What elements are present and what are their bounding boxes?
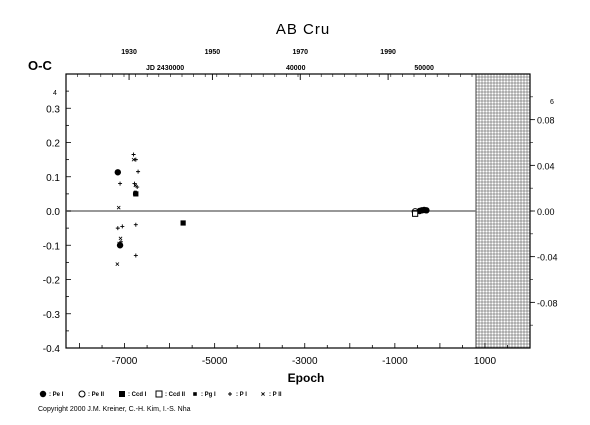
data-point [136,169,141,174]
x-tick-label: -1000 [382,356,408,367]
right-tick-label: -0.04 [537,253,558,263]
y-tick-label: 0.3 [46,104,60,115]
legend-symbol-icon [258,390,267,400]
data-point [135,185,140,190]
top-jd-label: JD 2430000 [146,65,184,72]
data-point [133,253,138,258]
grid-panel [475,73,531,349]
right-corner-label: 6 [550,99,554,106]
data-point [115,262,120,266]
chart-title: AB Cru [276,21,330,38]
legend: : Pe I : Pe II : Ccd I : Ccd II : Pg I : P I:… [38,390,583,402]
data-point [116,205,121,210]
legend-symbol-icon [154,390,163,400]
x-tick-label: -7000 [112,356,138,367]
top-year-label: 1970 [292,49,308,56]
legend-symbol-icon [38,390,47,400]
data-point [116,242,124,249]
ticks: 0.3 0.2 0.1 0.0 -0.1 -0.2 -0.3 -0.4 -7000 -5000 -3… [43,49,558,367]
data-point [180,220,186,226]
data-point [133,190,137,194]
y-corner-label: 4 [53,90,57,97]
legend-item: : P I [225,390,247,400]
top-jd-label: 40000 [286,65,306,72]
legend-symbol-icon [117,390,126,400]
data-point [115,226,120,231]
data-point [118,239,123,244]
data-point [132,192,136,196]
top-jd-label: 50000 [414,65,434,72]
x-tick-label: -5000 [202,356,228,367]
right-tick-label: 0.08 [537,116,555,126]
y-tick-label: -0.2 [43,276,61,287]
top-year-label: 1950 [205,49,221,56]
legend-item: : Pe II [77,390,104,400]
legend-label: : Pe II [88,392,105,398]
data-point [412,210,419,217]
legend-label: : Pg I [201,392,216,398]
data-point [117,241,122,246]
legend-item: : P II [258,390,282,400]
data-point [118,236,123,241]
x-tick-label: 1000 [474,356,497,367]
x-axis-label: Epoch [288,371,325,385]
right-tick-label: 0.04 [537,161,555,171]
data-point [114,169,122,176]
legend-item: : Pg I [190,390,216,400]
copyright-text: Copyright 2000 J.M. Kreiner, C.-H. Kim, … [38,406,191,413]
y-axis-label: O-C [28,58,52,73]
legend-label: : Ccd II [165,392,186,398]
right-tick-label: 0.00 [537,207,555,217]
legend-label: : Pe I [49,392,64,398]
y-tick-label: 0.2 [46,139,60,150]
top-year-label: 1990 [380,49,396,56]
legend-label: : Ccd I [128,392,147,398]
legend-symbol-icon [190,390,199,400]
data-point [131,152,136,157]
y-tick-label: -0.4 [43,344,61,355]
data-points [114,152,430,266]
data-point [423,207,430,214]
data-point [133,157,138,162]
legend-label: : P II [269,392,282,398]
y-tick-label: -0.3 [43,310,61,321]
legend-symbol-icon [77,390,86,400]
y-tick-label: 0.0 [46,207,60,218]
axes [65,73,531,349]
data-point [133,183,138,188]
legend-label: : P I [236,392,247,398]
data-point [131,157,136,162]
data-point [120,224,125,229]
x-tick-label: -3000 [292,356,318,367]
legend-item: : Ccd II [154,390,185,400]
y-tick-label: -0.1 [43,241,61,252]
data-point [118,181,123,186]
top-year-label: 1930 [121,49,137,56]
legend-item: : Pe I [38,390,63,400]
legend-item: : Ccd I [117,390,146,400]
y-tick-label: 0.1 [46,173,60,184]
data-point [133,222,138,227]
right-tick-label: -0.08 [537,298,558,308]
legend-symbol-icon [225,390,234,400]
